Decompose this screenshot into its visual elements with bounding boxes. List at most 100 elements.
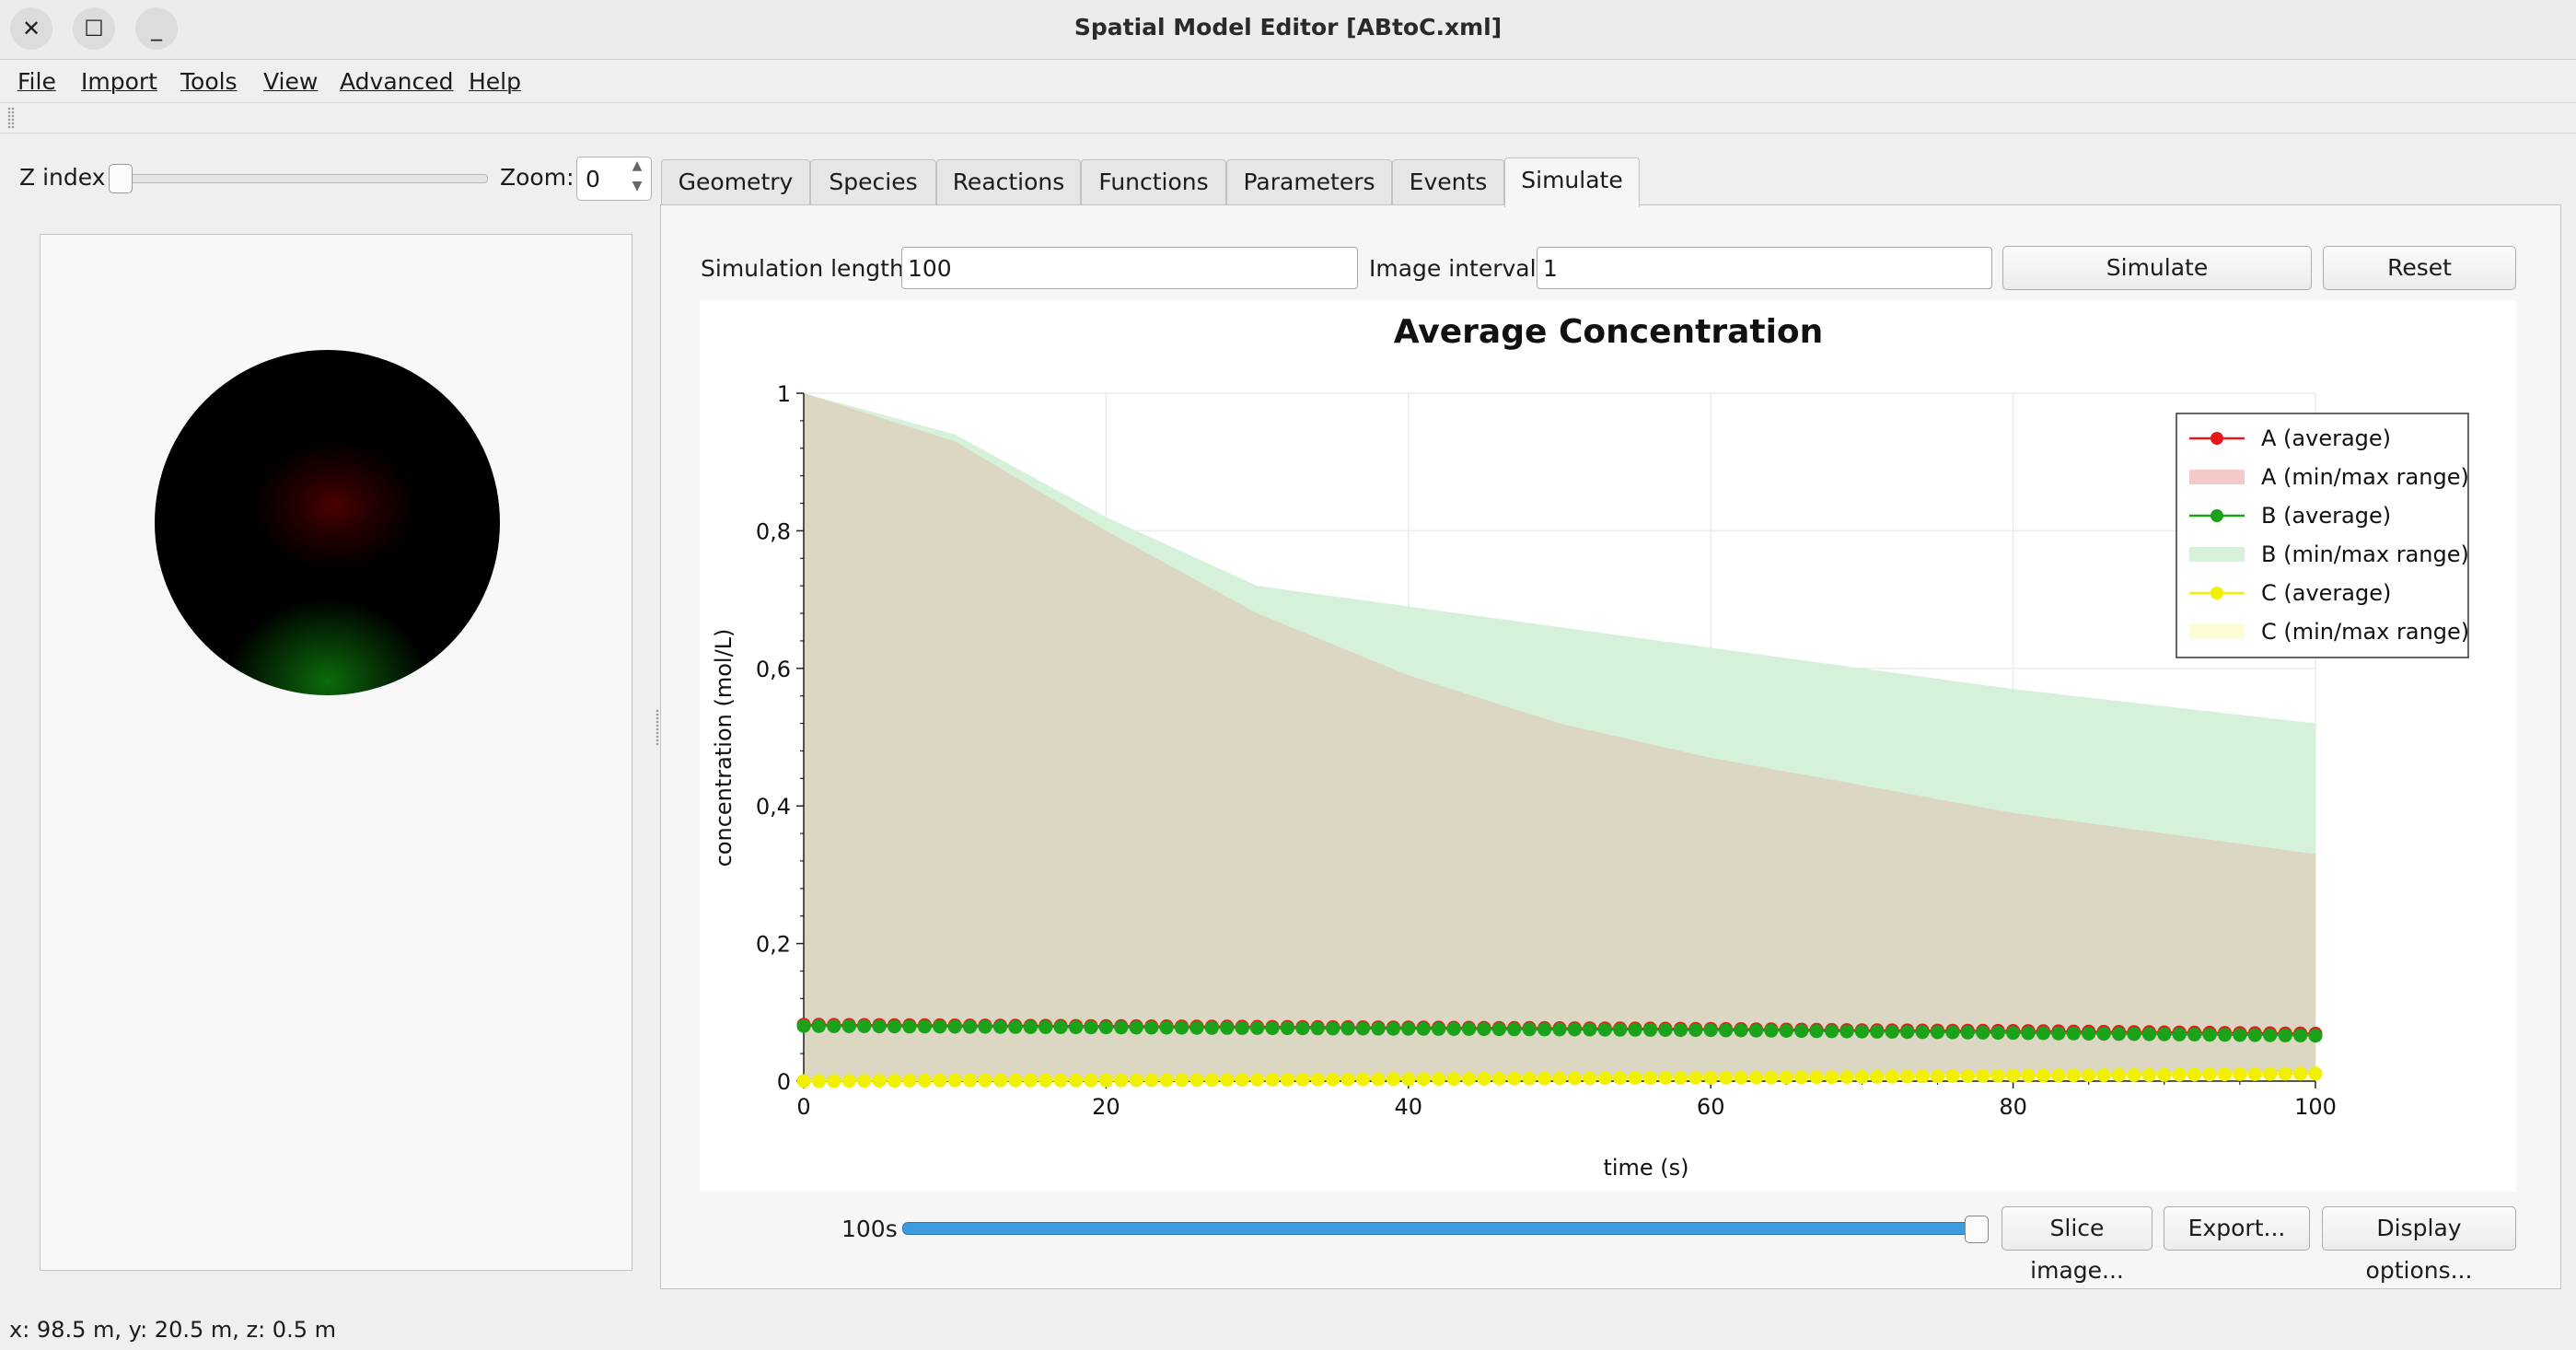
tab-simulate[interactable]: Simulate	[1504, 157, 1640, 207]
series-point-c	[1310, 1072, 1325, 1087]
series-point-b	[1310, 1021, 1325, 1036]
legend-swatch-marker	[2210, 432, 2223, 445]
series-point-c	[1008, 1073, 1023, 1088]
splitter-handle[interactable]	[656, 709, 659, 746]
series-point-b	[2127, 1027, 2141, 1042]
series-point-b	[2141, 1027, 2156, 1042]
tab-geometry[interactable]: Geometry	[661, 159, 810, 204]
image-interval-input[interactable]: 1	[1537, 247, 1992, 289]
export-button[interactable]: Export...	[2164, 1206, 2310, 1251]
display-options-button[interactable]: Display options...	[2322, 1206, 2516, 1284]
series-point-b	[1552, 1022, 1567, 1037]
menu-import[interactable]: Import	[81, 68, 157, 95]
series-point-b	[2066, 1026, 2081, 1041]
series-point-c	[1326, 1072, 1340, 1087]
series-point-b	[1749, 1023, 1763, 1038]
series-point-b	[1870, 1024, 1885, 1039]
series-point-b	[2157, 1027, 2172, 1042]
slice-image-button[interactable]: Slice image...	[2002, 1206, 2152, 1284]
toolbar	[0, 102, 2576, 134]
y-axis-label: concentration (mol/L)	[711, 629, 737, 867]
simulate-button[interactable]: Simulate	[2002, 246, 2312, 290]
legend-swatch-marker	[2210, 587, 2223, 599]
series-point-b	[872, 1019, 887, 1034]
series-point-c	[1295, 1072, 1310, 1087]
series-point-c	[1583, 1071, 1597, 1086]
toolbar-grip[interactable]	[7, 107, 15, 129]
concentration-chart[interactable]: Average Concentration 0 20 40 60 80 100 0 0,2 0,…	[700, 300, 2516, 1192]
zoom-spinbox[interactable]	[576, 157, 652, 201]
x-tick-label: 60	[1697, 1094, 1725, 1120]
tab-events[interactable]: Events	[1392, 159, 1504, 204]
zoom-up-icon[interactable]: ▲	[632, 158, 643, 173]
series-point-c	[1098, 1073, 1113, 1088]
series-point-c	[2082, 1068, 2096, 1083]
sim-length-input[interactable]: 100	[901, 247, 1358, 289]
series-point-c	[1931, 1069, 1944, 1084]
menu-advanced[interactable]: Advanced	[340, 68, 454, 95]
series-point-c	[2308, 1066, 2323, 1081]
concentration-chart-area[interactable]: Average Concentration 0 20 40 60 80 100 0 0,2 0,…	[700, 300, 2516, 1192]
chart-legend: A (average) A (min/max range) B (average) B…	[2176, 413, 2469, 658]
concentration-image[interactable]	[155, 350, 500, 695]
series-point-c	[993, 1073, 1007, 1088]
series-point-c	[2278, 1066, 2292, 1081]
series-point-b	[1885, 1025, 1899, 1039]
series-point-b	[1915, 1025, 1930, 1040]
chart-series	[796, 1018, 2323, 1088]
series-point-b	[1643, 1022, 1657, 1037]
series-point-c	[872, 1074, 887, 1088]
series-point-c	[1189, 1073, 1204, 1088]
menu-help[interactable]: Help	[469, 68, 521, 95]
series-point-b	[1265, 1021, 1280, 1036]
series-point-b	[1522, 1022, 1537, 1037]
z-index-slider[interactable]	[118, 174, 488, 183]
menu-tools[interactable]: Tools	[180, 68, 238, 95]
time-slider[interactable]	[902, 1222, 1982, 1235]
series-point-c	[1446, 1072, 1461, 1086]
series-point-c	[857, 1074, 872, 1088]
minimize-icon[interactable]: _	[135, 7, 178, 50]
series-point-b	[1990, 1026, 2005, 1041]
y-tick-label: 0	[777, 1069, 791, 1095]
series-point-c	[1703, 1070, 1718, 1085]
tab-functions[interactable]: Functions	[1081, 159, 1226, 204]
series-point-c	[2172, 1067, 2187, 1082]
series-point-c	[811, 1074, 826, 1088]
series-point-c	[1432, 1072, 1446, 1087]
menu-view[interactable]: View	[263, 68, 319, 95]
series-point-c	[1749, 1070, 1763, 1085]
series-point-c	[1597, 1071, 1612, 1086]
maximize-icon[interactable]: ☐	[73, 7, 115, 50]
y-tick-label: 0,8	[756, 518, 791, 544]
series-point-c	[1809, 1070, 1824, 1085]
window-title: Spatial Model Editor [ABtoC.xml]	[1073, 14, 1503, 41]
tab-parameters[interactable]: Parameters	[1226, 159, 1392, 204]
tab-species[interactable]: Species	[810, 159, 936, 204]
z-index-slider-handle[interactable]	[109, 164, 133, 193]
time-slider-handle[interactable]	[1965, 1216, 1989, 1243]
series-point-b	[1295, 1021, 1310, 1036]
series-point-b	[1114, 1020, 1129, 1035]
legend-label: B (average)	[2261, 503, 2391, 529]
series-point-c	[2218, 1067, 2232, 1082]
zoom-down-icon[interactable]: ▼	[632, 179, 643, 193]
series-point-b	[796, 1018, 811, 1033]
series-point-c	[1159, 1073, 1174, 1088]
legend-label: A (min/max range)	[2261, 464, 2469, 490]
series-point-b	[2036, 1026, 2050, 1041]
x-tick-label: 40	[1395, 1094, 1423, 1120]
series-point-c	[2112, 1068, 2126, 1082]
series-point-c	[1386, 1072, 1400, 1087]
series-point-c	[1356, 1072, 1370, 1087]
series-point-c	[2263, 1066, 2278, 1081]
series-point-b	[2096, 1027, 2111, 1042]
series-point-c	[1552, 1071, 1567, 1086]
tab-reactions[interactable]: Reactions	[936, 159, 1081, 204]
series-point-c	[1371, 1072, 1386, 1087]
menu-file[interactable]: File	[17, 68, 56, 95]
reset-button[interactable]: Reset	[2323, 246, 2516, 290]
series-point-b	[1462, 1022, 1476, 1036]
series-point-c	[1839, 1070, 1854, 1085]
close-icon[interactable]: ✕	[10, 7, 52, 50]
